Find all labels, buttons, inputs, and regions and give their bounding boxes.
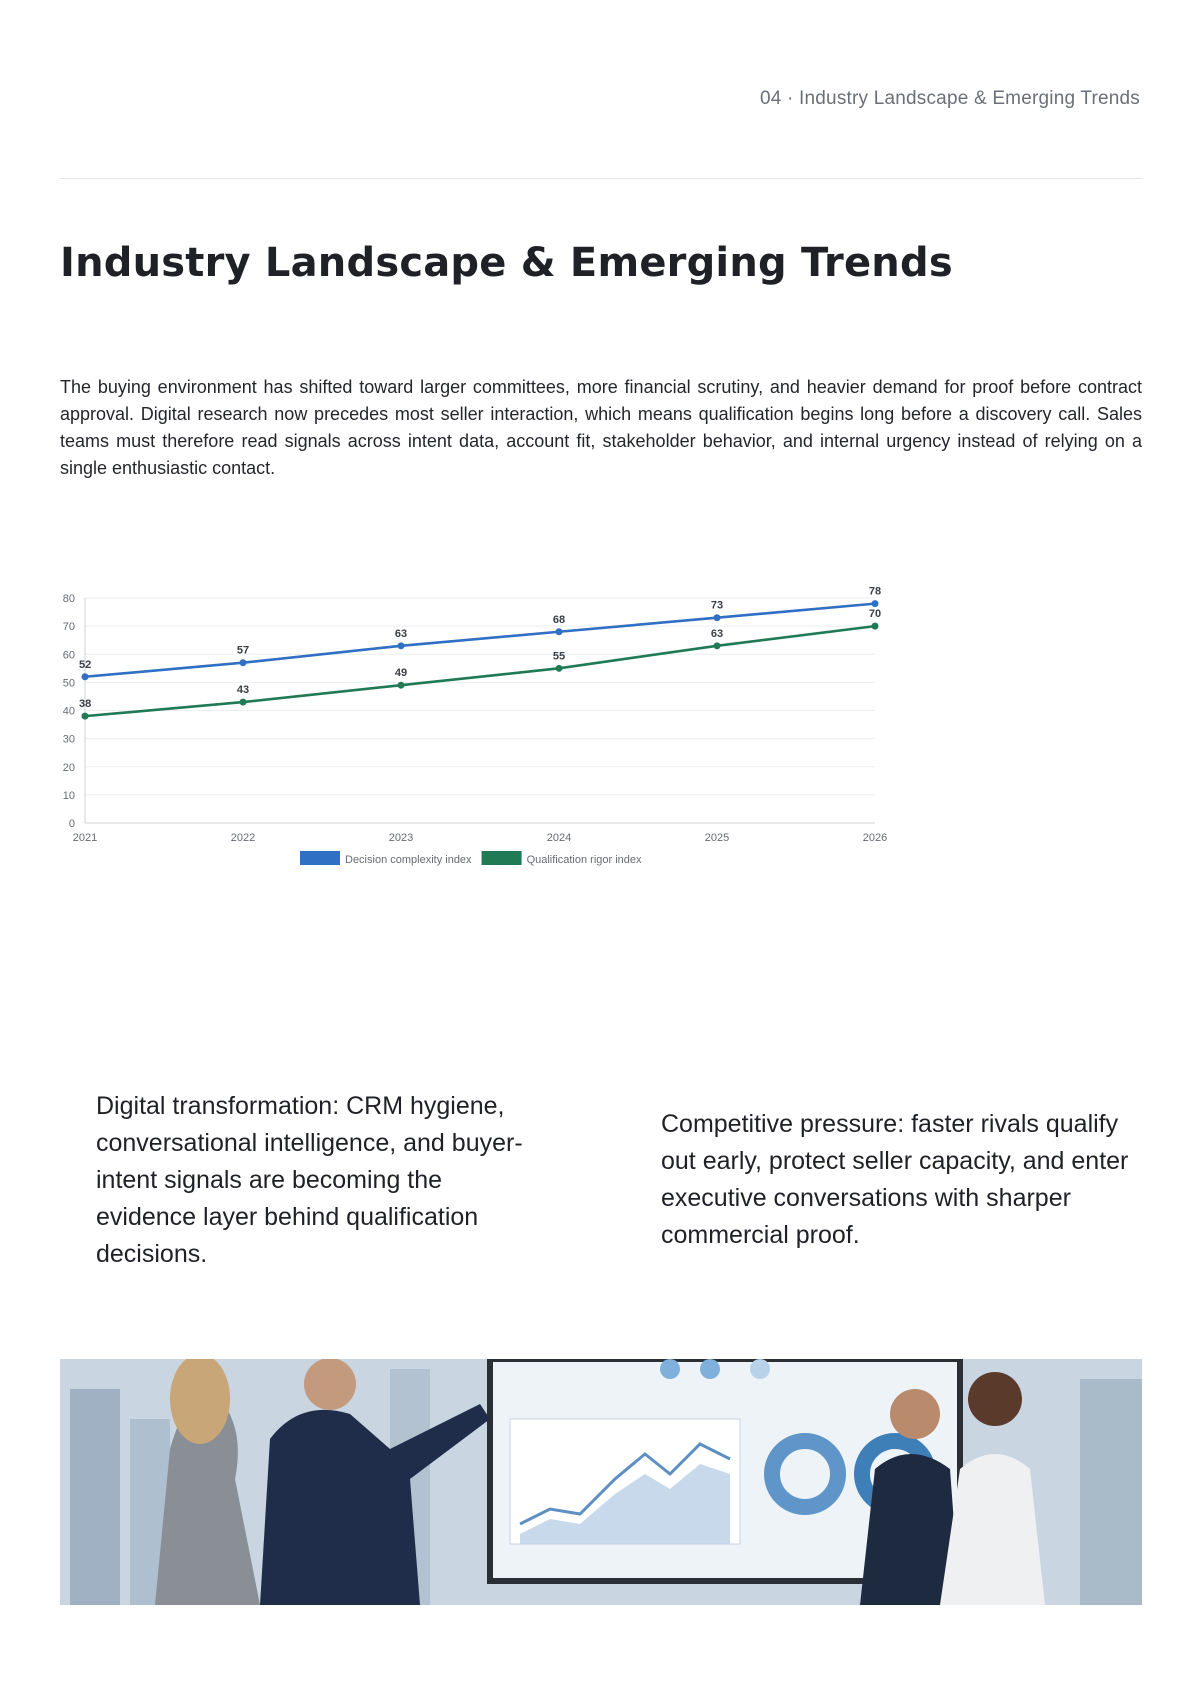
- data-label: 55: [553, 650, 565, 662]
- data-label: 73: [711, 600, 723, 612]
- data-point: [713, 642, 721, 650]
- data-point: [555, 628, 563, 636]
- data-label: 57: [237, 645, 249, 657]
- screen-donut: [764, 1433, 846, 1515]
- y-tick-label: 0: [69, 818, 75, 830]
- screen-dot: [750, 1359, 770, 1379]
- section-label: 04 · Industry Landscape & Emerging Trend…: [760, 88, 1140, 109]
- data-point: [713, 614, 721, 622]
- screen-dot: [660, 1359, 680, 1379]
- y-tick-label: 20: [63, 762, 75, 774]
- trend-chart: 0 10 20 30 40 50 60 70 80 2021 2022 2023 2024 2025 202…: [56, 576, 896, 876]
- screen-dot: [700, 1359, 720, 1379]
- data-point: [397, 642, 405, 650]
- legend-swatch: [300, 851, 340, 865]
- y-tick-label: 30: [63, 734, 75, 746]
- x-tick-label: 2025: [705, 832, 729, 844]
- x-tick-label: 2021: [73, 832, 97, 844]
- person-man-pointing: [260, 1404, 490, 1605]
- data-point: [239, 659, 247, 667]
- x-tick-label: 2024: [547, 832, 571, 844]
- screen-line-chart: [519, 1442, 731, 1526]
- data-point: [81, 673, 89, 681]
- callout-digital-transformation: Digital transformation: CRM hygiene, con…: [96, 1092, 523, 1268]
- data-point: [555, 664, 563, 672]
- data-label: 52: [79, 659, 91, 671]
- data-label: 63: [395, 628, 407, 640]
- y-tick-label: 10: [63, 790, 75, 802]
- x-tick-label: 2022: [231, 832, 255, 844]
- building-shape: [1080, 1379, 1142, 1605]
- legend-swatch: [481, 851, 522, 865]
- legend-label: Decision complexity index: [345, 854, 472, 866]
- data-point: [239, 698, 247, 706]
- person-man-right: [860, 1454, 960, 1605]
- person-head: [304, 1359, 356, 1410]
- screen-area-chart: [520, 1464, 730, 1544]
- building-shape: [70, 1389, 120, 1605]
- legend-label: Qualification rigor index: [527, 854, 642, 866]
- person-woman-right: [940, 1454, 1045, 1605]
- data-point: [81, 712, 89, 720]
- y-tick-label: 40: [63, 706, 75, 718]
- series-line: [84, 624, 876, 718]
- y-tick-label: 60: [63, 649, 75, 661]
- person-head: [890, 1389, 940, 1439]
- intro-paragraph: The buying environment has shifted towar…: [60, 377, 1142, 478]
- page-title: Industry Landscape & Emerging Trends: [60, 240, 953, 286]
- person-woman-left: [155, 1394, 260, 1605]
- person-head: [968, 1372, 1022, 1426]
- meeting-photo: [60, 1359, 1142, 1605]
- data-label: 43: [237, 684, 249, 696]
- data-label: 68: [553, 614, 565, 626]
- header-divider: [60, 178, 1142, 179]
- y-tick-label: 50: [63, 677, 75, 689]
- x-tick-label: 2026: [863, 832, 887, 844]
- person-hair: [170, 1359, 230, 1444]
- y-tick-label: 80: [63, 593, 75, 605]
- data-label: 70: [869, 608, 881, 620]
- data-point: [397, 681, 405, 689]
- data-label: 78: [869, 586, 881, 598]
- x-tick-label: 2023: [389, 832, 413, 844]
- trend-chart-svg: 0 10 20 30 40 50 60 70 80 2021 2022 2023 2024 2025 202…: [63, 586, 887, 866]
- callout-competitive-pressure: Competitive pressure: faster rivals qual…: [661, 1110, 1129, 1249]
- series-line: [84, 602, 876, 679]
- y-tick-label: 70: [63, 621, 75, 633]
- data-point: [871, 600, 879, 608]
- data-label: 38: [79, 698, 91, 710]
- data-label: 63: [711, 628, 723, 640]
- data-point: [871, 622, 879, 630]
- data-label: 49: [395, 667, 407, 679]
